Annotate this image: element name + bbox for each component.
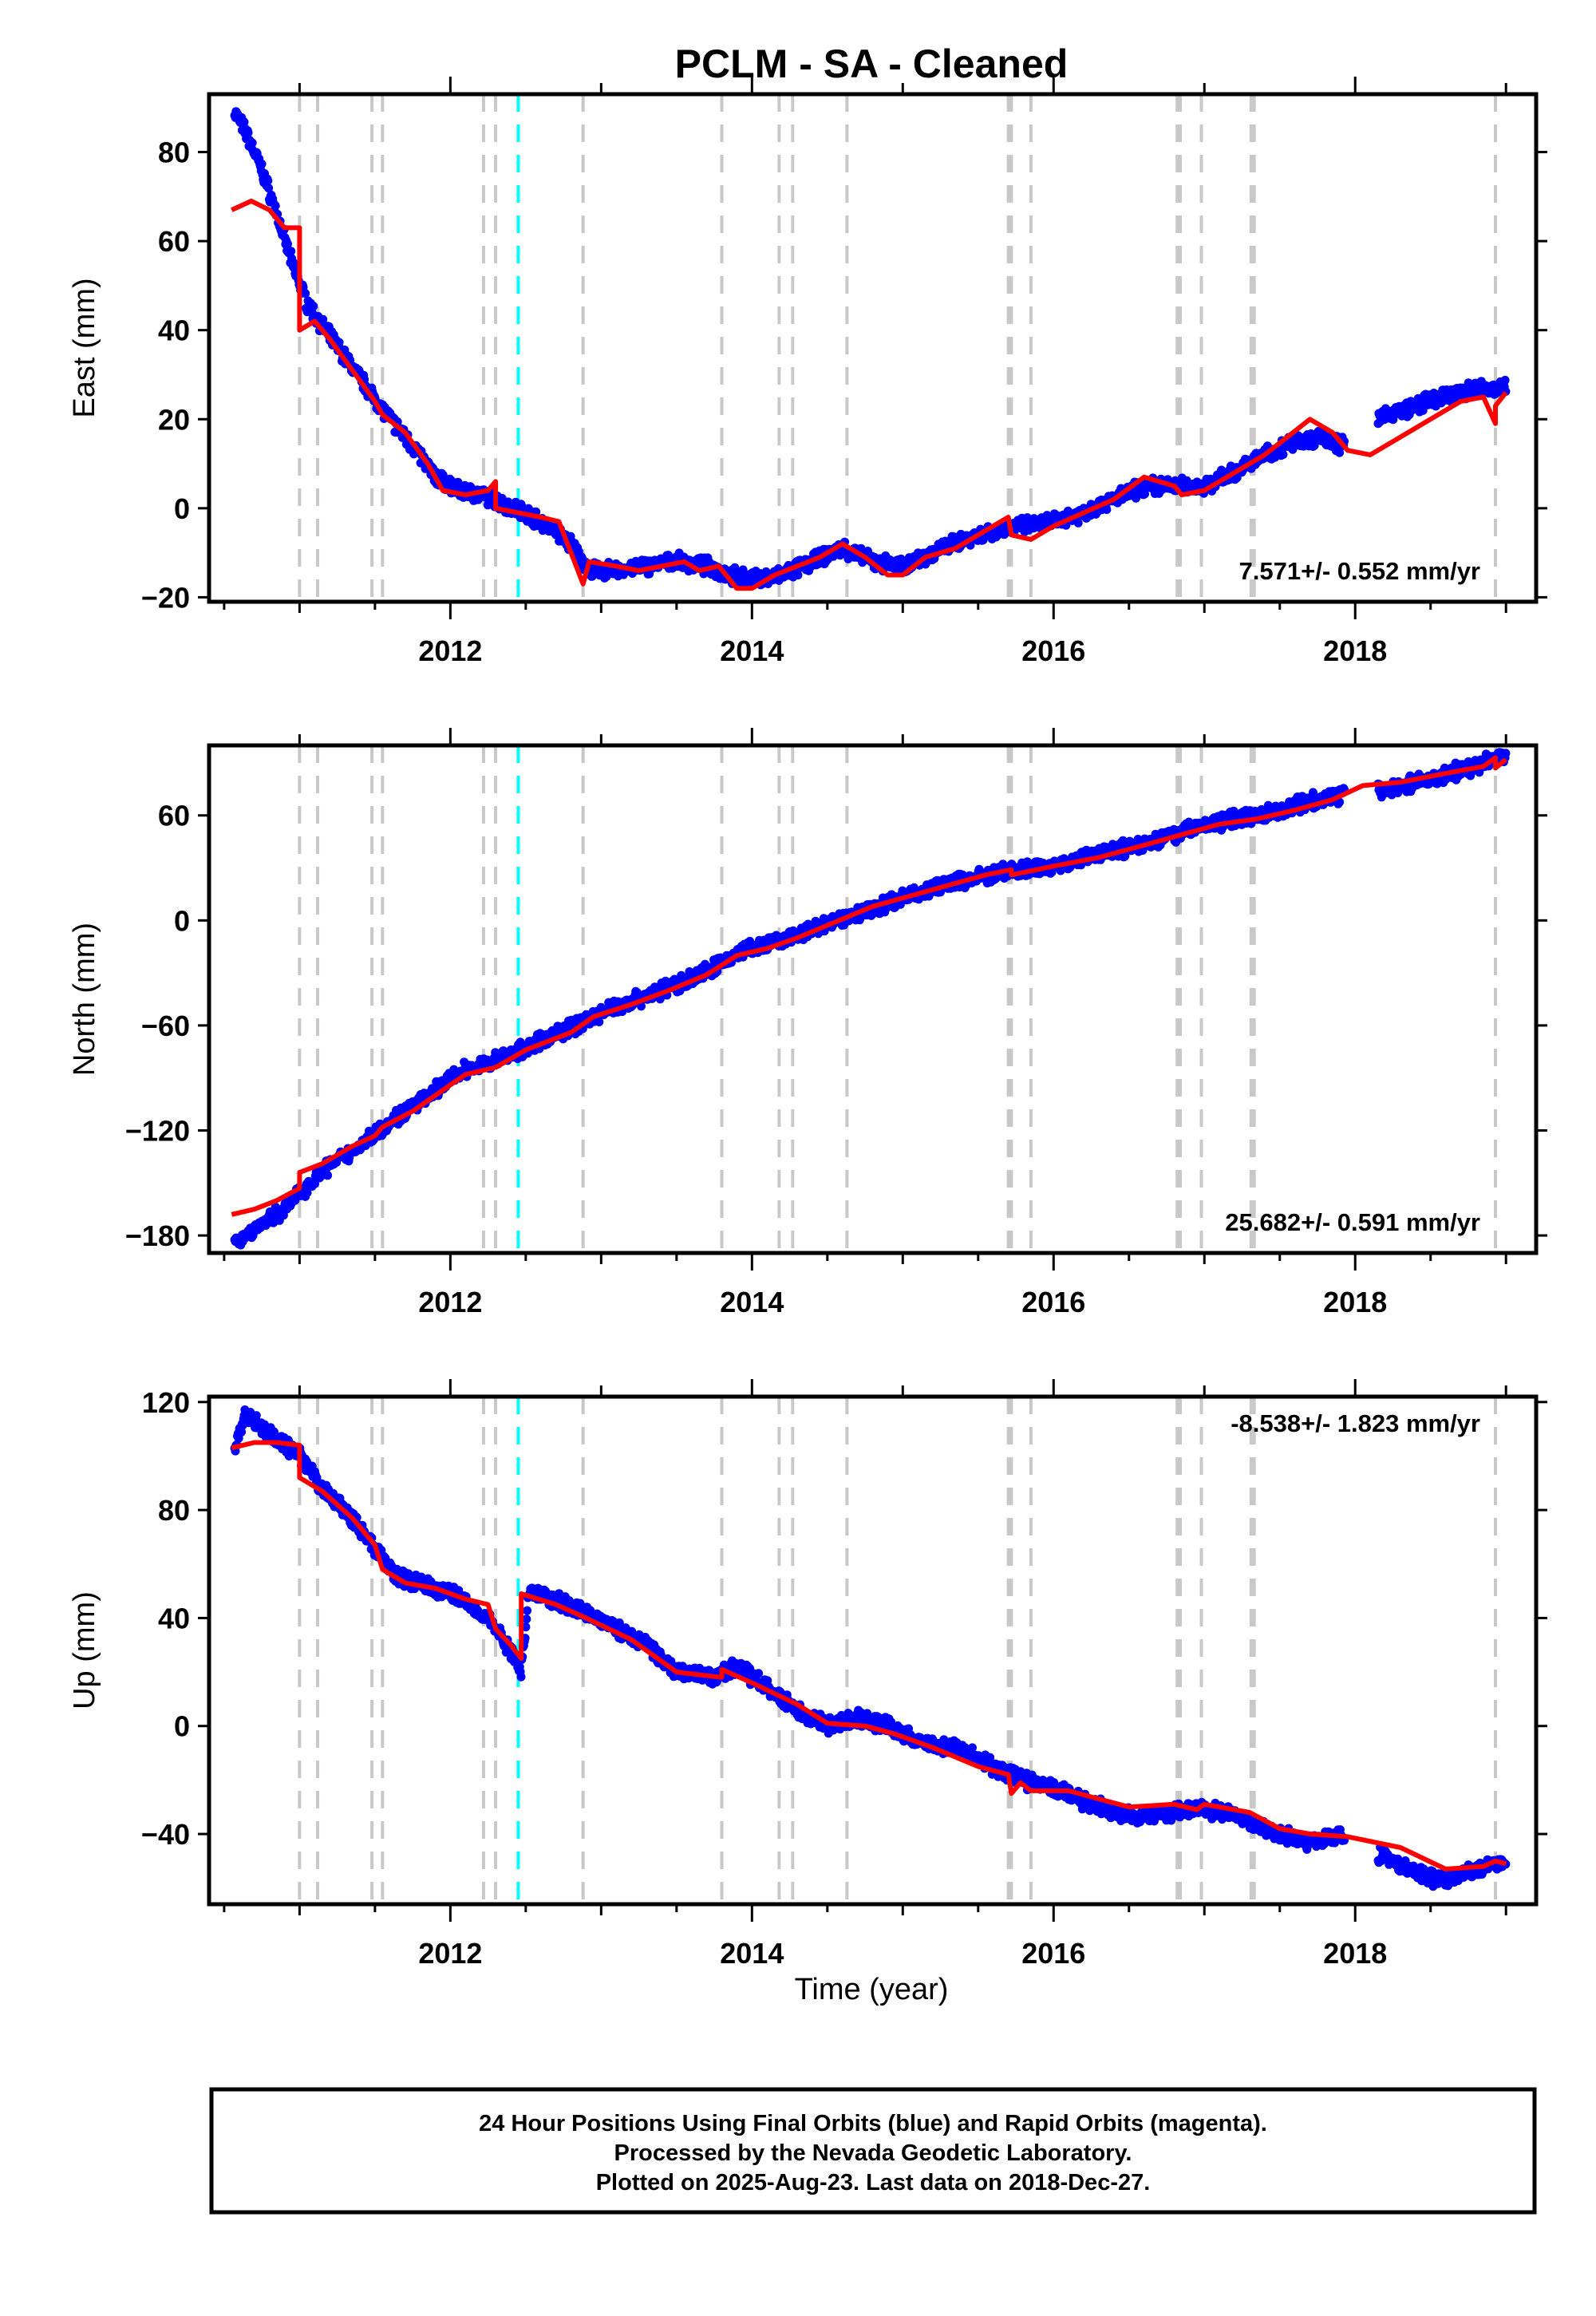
up-data-point [523, 1606, 532, 1615]
east-y-tick-label: 60 [158, 225, 190, 258]
east-data-point [1140, 489, 1149, 499]
east-y-tick-label: 80 [158, 136, 190, 169]
north-y-tick-label: 60 [158, 800, 190, 832]
east-rate-label: 7.571+/- 0.552 mm/yr [1239, 557, 1480, 585]
east-data-point [1073, 518, 1083, 528]
east-y-tick-label: −20 [141, 581, 190, 614]
up-data-point [986, 1753, 995, 1762]
north-x-tick-label: 2014 [720, 1286, 784, 1318]
north-rate-label: 25.682+/- 0.591 mm/yr [1225, 1208, 1480, 1236]
east-data-point [290, 259, 299, 268]
north-data-point [1120, 852, 1130, 861]
north-y-tick-label: −120 [125, 1114, 190, 1147]
up-data-points [230, 1405, 1511, 1891]
east-data-point [283, 239, 292, 249]
north-data-point [323, 1171, 333, 1180]
north-y-tick-label: 0 [174, 904, 190, 937]
east-y-tick-label: 20 [158, 403, 190, 436]
east-data-point [1278, 450, 1288, 459]
east-model-line [231, 198, 1508, 591]
north-plot-frame [207, 743, 1539, 1255]
up-data-point [251, 1411, 261, 1421]
up-data-point [454, 1586, 464, 1595]
east-data-point [263, 176, 273, 185]
north-x-tick-label: 2018 [1323, 1286, 1387, 1318]
chart-title: PCLM - SA - Cleaned [675, 41, 1069, 86]
east-data-point [239, 117, 249, 127]
east-panel: −20 0 20 40 60 80 2012 2014 2016 2018 East (mm) 7.5… [68, 77, 1547, 667]
up-data-point [522, 1614, 531, 1624]
north-y-tick-label: −180 [125, 1219, 190, 1252]
north-x-tick-label: 2016 [1021, 1286, 1085, 1318]
east-data-point [301, 289, 310, 298]
up-data-point [312, 1473, 322, 1482]
east-y-tick-label: 40 [158, 314, 190, 347]
east-y-tick-label: 0 [174, 492, 190, 525]
east-data-point [271, 201, 280, 211]
up-data-point [627, 1626, 637, 1636]
east-x-tick-label: 2018 [1323, 634, 1387, 667]
east-data-point [309, 302, 318, 311]
east-x-tick-label: 2016 [1021, 634, 1085, 667]
up-data-point [968, 1743, 977, 1753]
east-data-point [247, 138, 257, 148]
north-y-axis-label: North (mm) [68, 923, 101, 1076]
east-data-point [243, 128, 253, 137]
east-x-tick-label: 2014 [720, 634, 784, 667]
north-y-tick-label: −60 [141, 1010, 190, 1042]
east-data-point [1500, 375, 1510, 385]
east-y-axis-label: East (mm) [68, 278, 101, 417]
north-model-line [231, 755, 1508, 1217]
east-data-point [257, 160, 267, 168]
east-plot-frame [207, 92, 1539, 604]
up-data-point [237, 1427, 247, 1437]
east-data-point [1102, 505, 1112, 514]
up-data-point [754, 1669, 764, 1678]
east-data-point [438, 470, 448, 480]
up-data-point [516, 1672, 526, 1682]
north-data-point [595, 1018, 604, 1026]
east-data-point [793, 571, 803, 580]
east-x-tick-label: 2012 [418, 634, 482, 667]
north-data-point [1501, 749, 1511, 758]
north-panel: −180 −120 −60 0 60 2012 2014 2016 2018 North (mm)… [68, 728, 1547, 1318]
north-x-tick-label: 2012 [418, 1286, 482, 1318]
north-data-points [230, 748, 1511, 1250]
east-data-points [230, 107, 1511, 590]
east-data-point [264, 184, 274, 193]
east-data-point [286, 247, 296, 256]
